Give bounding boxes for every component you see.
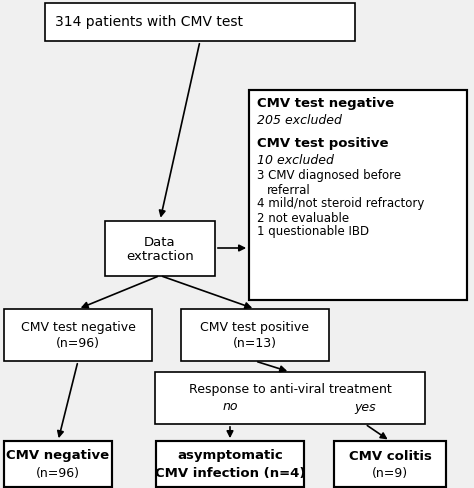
Text: (n=96): (n=96) [36, 467, 80, 480]
Text: (n=13): (n=13) [233, 337, 277, 349]
Text: 2 not evaluable: 2 not evaluable [257, 211, 349, 224]
Text: referral: referral [267, 183, 311, 197]
Bar [181, 309, 329, 361]
Text: 10 excluded: 10 excluded [257, 155, 334, 167]
Text: CMV test negative: CMV test negative [20, 321, 136, 333]
Bar [105, 221, 215, 276]
Bar [249, 90, 467, 300]
Text: CMV test positive: CMV test positive [257, 138, 389, 150]
Text: CMV test negative: CMV test negative [257, 98, 394, 110]
Bar [156, 441, 304, 487]
Text: CMV infection (n=4): CMV infection (n=4) [155, 467, 305, 480]
Text: (n=96): (n=96) [56, 337, 100, 349]
Text: 1 questionable IBD: 1 questionable IBD [257, 225, 369, 239]
Text: 205 excluded: 205 excluded [257, 115, 342, 127]
Bar [334, 441, 446, 487]
Text: asymptomatic: asymptomatic [177, 448, 283, 462]
Text: 4 mild/not steroid refractory: 4 mild/not steroid refractory [257, 198, 424, 210]
Bar [155, 372, 425, 424]
Bar [4, 441, 112, 487]
Text: yes: yes [354, 401, 376, 413]
Text: CMV test positive: CMV test positive [201, 321, 310, 333]
Text: 3 CMV diagnosed before: 3 CMV diagnosed before [257, 169, 401, 183]
Text: 314 patients with CMV test: 314 patients with CMV test [55, 15, 243, 29]
Text: no: no [222, 401, 238, 413]
Text: Data: Data [144, 236, 176, 248]
Text: CMV negative: CMV negative [7, 449, 109, 463]
Text: (n=9): (n=9) [372, 467, 408, 480]
Bar [45, 3, 355, 41]
Text: extraction: extraction [126, 249, 194, 263]
Text: Response to anti-viral treatment: Response to anti-viral treatment [189, 383, 392, 395]
Bar [4, 309, 152, 361]
Text: CMV colitis: CMV colitis [348, 449, 431, 463]
